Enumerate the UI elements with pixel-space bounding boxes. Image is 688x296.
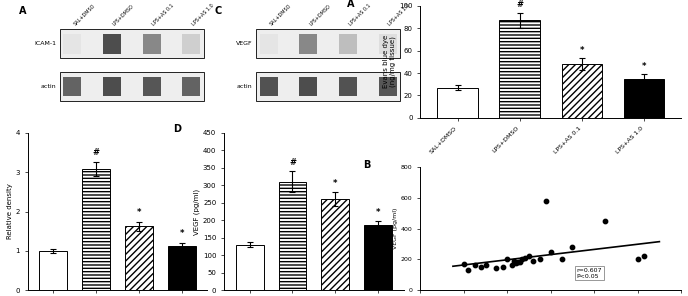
Text: *: *	[579, 46, 584, 55]
Y-axis label: VEGF (pg/ml): VEGF (pg/ml)	[393, 208, 398, 249]
Bar	[60, 29, 204, 58]
Point	[545, 249, 556, 254]
Text: B: B	[363, 160, 370, 170]
Text: #: #	[93, 148, 100, 157]
Text: D: D	[173, 123, 182, 133]
Text: #: #	[289, 158, 296, 167]
Bar	[236, 245, 264, 290]
Bar	[182, 34, 200, 54]
Point	[491, 266, 502, 270]
Point	[480, 263, 491, 268]
Text: *: *	[376, 207, 380, 217]
Bar	[63, 34, 81, 54]
Text: C: C	[215, 6, 222, 16]
Point	[556, 257, 567, 262]
Point	[510, 261, 522, 266]
Text: LPS+AS 1.0: LPS+AS 1.0	[191, 3, 215, 27]
Bar	[561, 64, 602, 118]
Bar	[103, 77, 121, 96]
Point	[517, 257, 528, 262]
Bar	[378, 77, 396, 96]
Y-axis label: VEGF (pg/ml): VEGF (pg/ml)	[193, 189, 200, 235]
Text: VEGF: VEGF	[236, 41, 252, 46]
Text: *: *	[137, 208, 141, 217]
Bar	[60, 72, 204, 101]
Text: LPS+AS 1.0: LPS+AS 1.0	[387, 3, 411, 27]
Bar	[299, 34, 317, 54]
Text: A: A	[19, 6, 26, 16]
Text: ICAM-1: ICAM-1	[34, 41, 56, 46]
Bar	[39, 251, 67, 290]
Point	[506, 263, 517, 268]
Text: actin: actin	[41, 84, 56, 89]
Bar	[499, 20, 540, 118]
Text: #: #	[516, 0, 523, 9]
Text: SAL+DMSO: SAL+DMSO	[269, 3, 292, 27]
Bar	[279, 182, 306, 290]
Point	[567, 245, 578, 250]
Point	[475, 265, 486, 269]
Text: *: *	[180, 229, 184, 238]
Point	[508, 258, 519, 263]
Text: actin: actin	[237, 84, 252, 89]
Point	[497, 265, 508, 269]
Bar	[257, 72, 400, 101]
Point	[462, 268, 473, 272]
Point	[638, 254, 649, 259]
Point	[469, 263, 480, 268]
Bar	[257, 29, 400, 58]
Point	[513, 260, 524, 265]
Text: r=0.607
P<0.05: r=0.607 P<0.05	[577, 268, 602, 279]
Bar	[82, 169, 110, 290]
Bar	[339, 77, 357, 96]
Bar	[378, 34, 396, 54]
Y-axis label: Relative density: Relative density	[7, 184, 12, 239]
Text: LPS+AS 0.1: LPS+AS 0.1	[151, 3, 175, 27]
Text: *: *	[642, 62, 646, 71]
Text: LPS+DMSO: LPS+DMSO	[112, 4, 136, 27]
Point	[632, 257, 643, 262]
Text: LPS+AS 0.1: LPS+AS 0.1	[348, 3, 372, 27]
Text: A: A	[347, 0, 355, 9]
Point	[458, 262, 469, 266]
Point	[502, 257, 513, 262]
Bar	[321, 199, 350, 290]
Bar	[63, 77, 81, 96]
Bar	[339, 34, 357, 54]
Text: LPS+DMSO: LPS+DMSO	[308, 4, 332, 27]
Bar	[125, 226, 153, 290]
Y-axis label: Evans blue dye
(ng/mg tissue): Evans blue dye (ng/mg tissue)	[383, 35, 396, 89]
Bar	[260, 34, 278, 54]
Point	[599, 218, 610, 223]
Point	[535, 257, 546, 262]
Bar	[438, 88, 477, 118]
Bar	[299, 77, 317, 96]
Point	[541, 199, 552, 203]
Bar	[260, 77, 278, 96]
Text: SAL+DMSO: SAL+DMSO	[72, 3, 96, 27]
Point	[528, 258, 539, 263]
Point	[519, 255, 530, 260]
Point	[515, 260, 526, 265]
Point	[524, 254, 535, 259]
Bar	[364, 226, 392, 290]
Bar	[168, 246, 195, 290]
Bar	[624, 79, 664, 118]
Bar	[182, 77, 200, 96]
Bar	[103, 34, 121, 54]
Text: *: *	[333, 178, 338, 188]
Bar	[142, 34, 160, 54]
Bar	[142, 77, 160, 96]
